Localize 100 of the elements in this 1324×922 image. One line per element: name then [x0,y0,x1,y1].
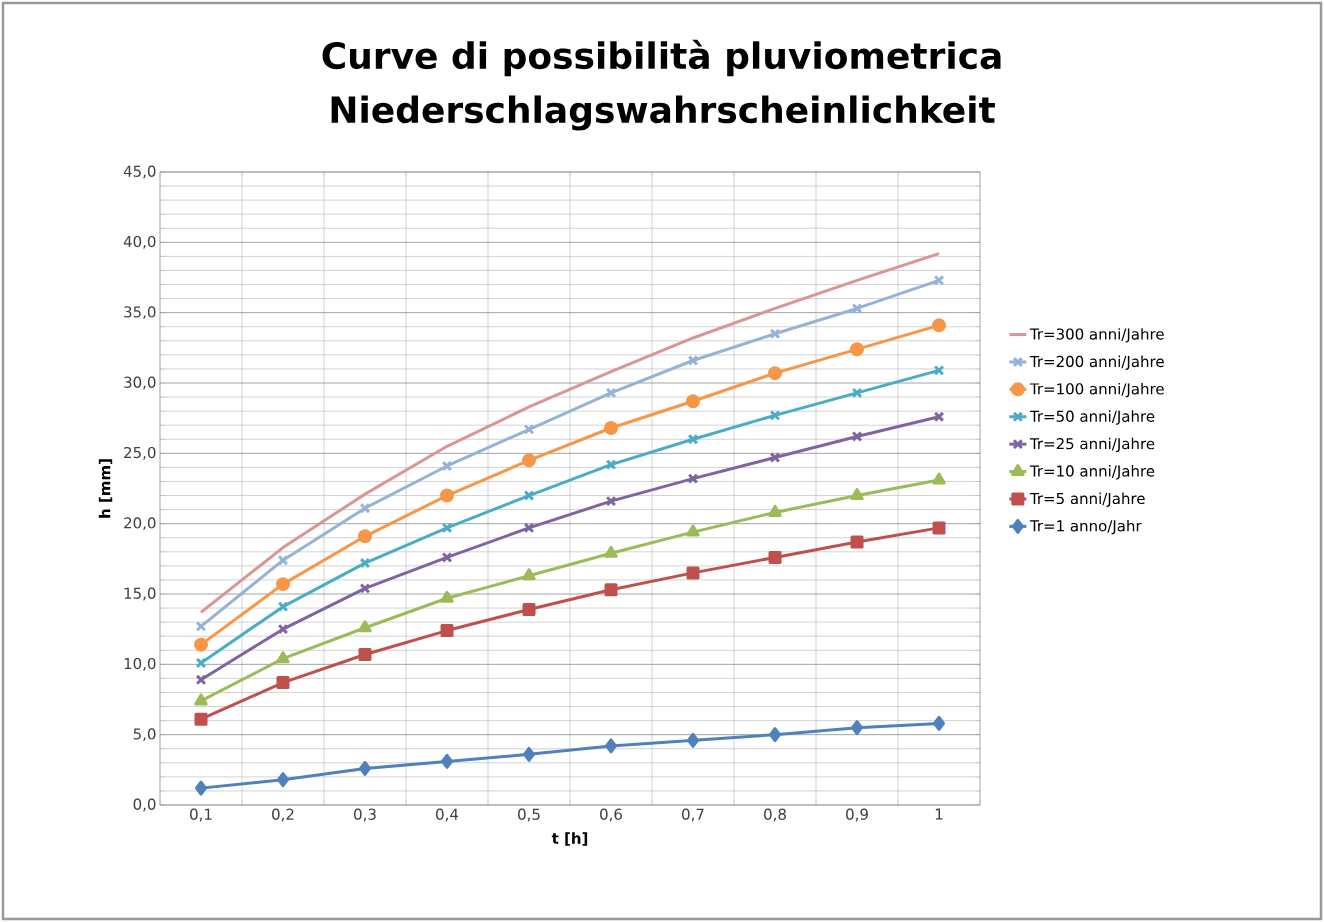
point [195,780,208,796]
y-tick-label: 10,0 [124,657,156,671]
x-tick-label: 0,2 [272,808,294,822]
point [523,490,535,501]
legend-label: Tr=100 anni/Jahre [1029,382,1164,398]
y-tick-label: 5,0 [133,728,156,742]
point [277,772,290,788]
point [522,602,536,616]
x-tick-label: 0,9 [846,808,868,822]
y-tick-label: 45,0 [123,165,156,179]
point [440,488,455,503]
point [276,676,290,690]
point [604,421,619,436]
point [686,394,701,409]
point [441,753,454,769]
y-tick-label: 35,0 [124,306,156,320]
point [850,488,864,501]
y-tick-label: 0,0 [133,798,156,812]
point [359,760,372,776]
x-tick-label: 0,3 [354,808,376,822]
point [523,746,536,762]
point [440,624,454,638]
point [686,524,700,537]
x-tick-label: 0,7 [682,808,704,822]
point [933,411,945,423]
point [440,590,454,603]
point [604,583,618,597]
point [851,387,863,399]
point [851,303,863,314]
point [932,521,946,535]
point [687,732,700,748]
legend-label: Tr=50 anni/Jahre [1029,410,1155,425]
point [605,738,618,754]
point [277,554,289,566]
x-tick-label: 0,6 [600,808,622,822]
point [359,502,371,514]
x-tick-label: 0,8 [764,808,786,822]
legend-label: Tr=10 anni/Jahre [1029,465,1155,480]
point [850,535,864,549]
point [522,568,536,581]
point [277,601,289,613]
point [932,318,947,333]
point [933,364,945,376]
y-tick-label: 40,0 [123,235,156,249]
point [932,472,946,485]
point [359,582,371,594]
legend-label: Tr=300 anni/Jahre [1029,328,1164,343]
point [276,577,291,592]
legend-label: Tr=200 anni/Jahre [1029,355,1164,370]
point [769,409,781,421]
x-axis-title: t [h] [551,832,588,846]
legend-label: Tr=25 anni/Jahre [1029,437,1155,453]
chart-subtitle: Niederschlagswahrscheinlichkeit [331,95,995,131]
point [933,274,945,286]
point [605,387,617,399]
legend-label: Tr=5 anni/Jahre [1029,492,1145,507]
x-tick-label: 0,4 [436,808,459,822]
point [851,431,863,442]
point [851,720,864,736]
y-tick-label: 15,0 [124,587,156,601]
point [769,328,781,340]
point [441,522,453,534]
point [604,545,618,558]
point [276,651,290,664]
point [195,674,207,686]
x-tick-label: 0,5 [518,808,540,822]
point [687,473,699,485]
point [686,566,700,580]
y-tick-label: 30,0 [124,376,156,390]
point [687,433,699,445]
point [195,620,207,632]
point [523,424,535,435]
legend-label: Tr=1 anno/Jahr [1029,519,1142,535]
point [358,529,373,544]
point [523,522,535,534]
point [769,727,782,743]
x-tick-label: 1 [935,808,943,820]
point [277,623,289,635]
point [769,452,781,463]
point [687,355,699,366]
point [359,557,371,569]
y-axis-title: h [mm] [98,459,113,518]
point [358,647,372,661]
y-tick-label: 20,0 [124,517,156,531]
point [605,459,617,470]
point [522,453,537,468]
point [605,495,617,507]
point [194,693,208,706]
point [195,657,207,669]
point [768,504,782,517]
point [768,366,783,381]
point [441,552,453,563]
point [441,460,453,472]
point [194,637,209,652]
point [358,620,372,633]
point [850,342,865,357]
point [768,550,782,564]
point [933,715,946,731]
x-tick-label: 0,1 [190,808,212,822]
chart-title: Curve di possibilità pluviometrica [322,39,1001,77]
